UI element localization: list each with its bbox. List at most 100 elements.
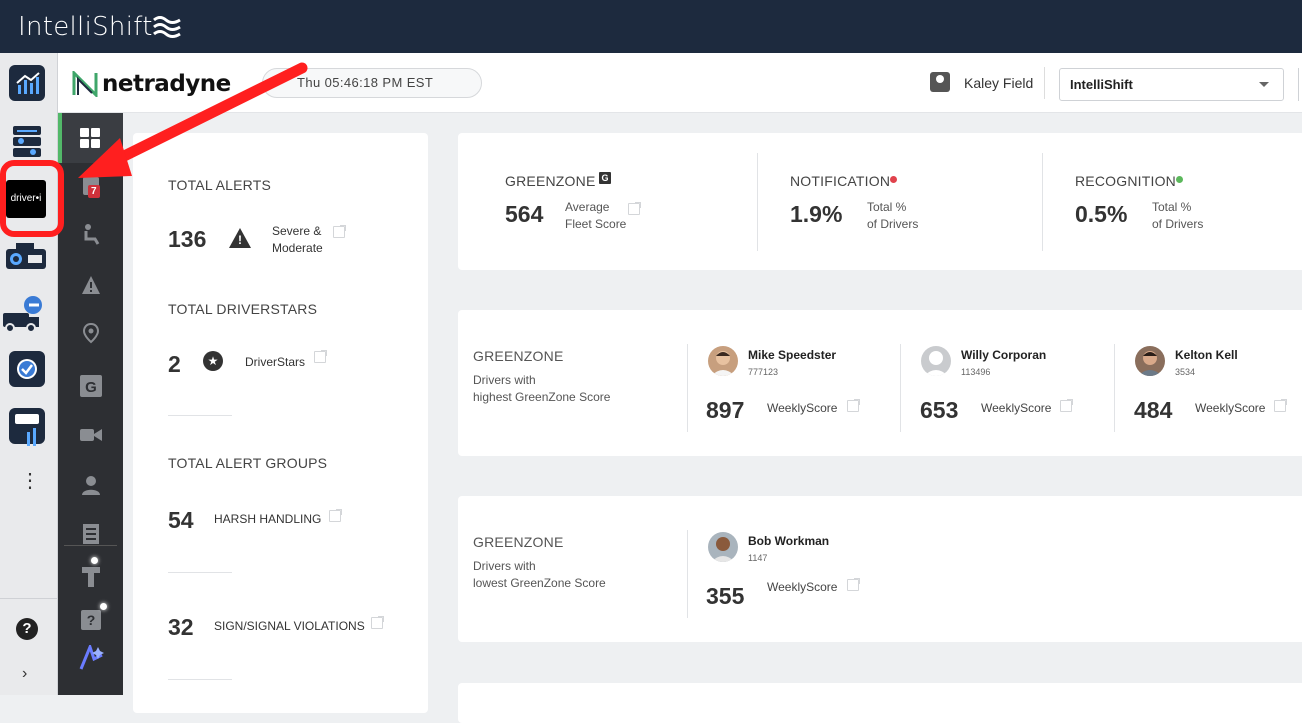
netradyne-mark-icon [72, 71, 98, 97]
user-avatar-icon[interactable] [930, 72, 950, 92]
more-apps-icon[interactable]: ⋮ [20, 470, 40, 492]
driveri-app-icon[interactable]: driver•i [6, 180, 46, 218]
question-box-icon: ? [80, 610, 101, 630]
rail-divider [0, 598, 58, 599]
driver-avatar[interactable] [921, 346, 951, 376]
driver-name[interactable]: Mike Speedster [748, 348, 837, 362]
fleet-score-card: GREENZONE G 564 Average Fleet Score NOTI… [458, 133, 1302, 270]
greenzone-sub-1: Average [565, 200, 610, 214]
notification-value: 1.9% [790, 201, 843, 227]
header-divider [1044, 67, 1045, 99]
lowest-drivers-card: GREENZONE Drivers with lowest GreenZone … [458, 496, 1302, 642]
driver-name[interactable]: Willy Corporan [961, 348, 1047, 362]
driver-avatar[interactable] [708, 532, 738, 562]
recognition-value: 0.5% [1075, 201, 1128, 227]
driverstars-desc: DriverStars [245, 355, 306, 369]
fuel-app-icon[interactable] [9, 408, 45, 446]
organization-select-value: IntelliShift [1070, 77, 1133, 92]
chevron-down-icon [1259, 82, 1269, 87]
highest-card-sub-2: highest GreenZone Score [473, 390, 611, 404]
driver-id: 3534 [1175, 367, 1196, 377]
driver-avatar[interactable] [708, 346, 738, 376]
nav-item-driver[interactable] [58, 223, 123, 250]
nav-divider [64, 545, 117, 546]
nav-item-dashboard[interactable] [58, 113, 123, 163]
driver-avatar[interactable] [1135, 346, 1165, 376]
section-divider [168, 679, 232, 680]
reports-icon [82, 524, 99, 544]
driverstars-label: TOTAL DRIVERSTARS [168, 301, 318, 317]
open-external-icon[interactable] [628, 202, 641, 215]
alerts-summary-card: TOTAL ALERTS 136 Severe & Moderate TOTAL… [133, 133, 428, 713]
greenzone-label: GREENZONE [505, 173, 596, 189]
netradyne-logo[interactable]: netradyne [72, 69, 231, 99]
brand-waves-icon [153, 16, 181, 38]
open-external-icon[interactable] [847, 399, 860, 412]
nav-item-video[interactable] [58, 427, 123, 448]
kpi-divider [1042, 153, 1043, 251]
maintenance-app-icon[interactable] [3, 295, 45, 333]
lowest-card-sub-2: lowest GreenZone Score [473, 576, 606, 590]
open-external-icon[interactable] [847, 578, 860, 591]
person-icon [81, 476, 100, 495]
alerts-count-badge: 7 [88, 185, 100, 198]
nav-item-reports[interactable] [58, 523, 123, 550]
section-divider [168, 572, 232, 573]
header-edge-control [1298, 68, 1302, 101]
inspection-app-icon[interactable] [9, 351, 45, 387]
recognition-status-dot [1176, 176, 1183, 183]
nav-item-greenzone[interactable]: G [58, 375, 123, 402]
routes-app-icon[interactable] [9, 123, 45, 159]
nav-item-drivers[interactable] [58, 475, 123, 500]
open-external-icon[interactable] [1060, 399, 1073, 412]
open-external-icon[interactable] [371, 616, 384, 629]
nav-item-locations[interactable] [58, 322, 123, 350]
location-pin-icon [82, 322, 99, 344]
user-name[interactable]: Kaley Field [964, 75, 1034, 91]
notification-label: NOTIFICATION [790, 173, 891, 189]
annotation-arrow-icon [78, 62, 308, 178]
brand-bar: IntelliShift [0, 0, 1302, 53]
svg-text:G: G [85, 379, 97, 396]
open-external-icon[interactable] [329, 509, 342, 522]
expand-rail-icon[interactable]: › [22, 665, 28, 682]
group-sign-value: 32 [168, 614, 194, 640]
organization-select[interactable]: IntelliShift [1059, 68, 1284, 101]
driver-score: 897 [706, 397, 745, 423]
notification-sub-1: Total % [867, 200, 907, 214]
greenzone-value: 564 [505, 201, 544, 227]
netradyne-wordmark: netradyne [102, 71, 231, 97]
analytics-app-icon[interactable] [9, 65, 45, 101]
driver-name[interactable]: Kelton Kell [1175, 348, 1238, 362]
lowest-card-sub-1: Drivers with [473, 559, 536, 573]
driver-name[interactable]: Bob Workman [748, 534, 830, 548]
section-divider [168, 415, 232, 416]
tools-icon [81, 567, 100, 587]
open-external-icon[interactable] [1274, 399, 1287, 412]
group-harsh-name: HARSH HANDLING [214, 512, 322, 526]
greenzone-g-icon: G [79, 375, 102, 397]
nav-item-help[interactable]: ? [58, 609, 123, 636]
driverstars-value: 2 [168, 351, 181, 377]
driver-score: 653 [920, 397, 959, 423]
kpi-divider [757, 153, 758, 251]
nav-item-warnings[interactable] [58, 275, 123, 300]
open-external-icon[interactable] [314, 350, 327, 363]
nav-item-tools[interactable] [58, 563, 123, 594]
total-alerts-value: 136 [168, 226, 207, 252]
warning-triangle-icon [229, 228, 251, 248]
driver-id: 777123 [748, 367, 779, 377]
nav-item-ai-assistant[interactable] [58, 642, 123, 676]
lowest-card-title: GREENZONE [473, 534, 564, 550]
weekly-score-label: WeeklyScore [767, 580, 838, 594]
app-header: netradyne Thu 05:46:18 PM EST Kaley Fiel… [58, 53, 1302, 113]
app-rail: driver•i ⋮ [0, 53, 58, 695]
weekly-score-label: WeeklyScore [981, 401, 1052, 415]
dashcam-app-icon[interactable] [6, 243, 46, 279]
highest-drivers-card: GREENZONE Drivers with highest GreenZone… [458, 310, 1302, 456]
highlight-ring [0, 160, 64, 237]
notification-dot [100, 603, 107, 610]
open-external-icon[interactable] [333, 225, 346, 238]
help-icon[interactable]: ? [16, 618, 38, 640]
total-alerts-desc-2: Moderate [272, 241, 323, 255]
